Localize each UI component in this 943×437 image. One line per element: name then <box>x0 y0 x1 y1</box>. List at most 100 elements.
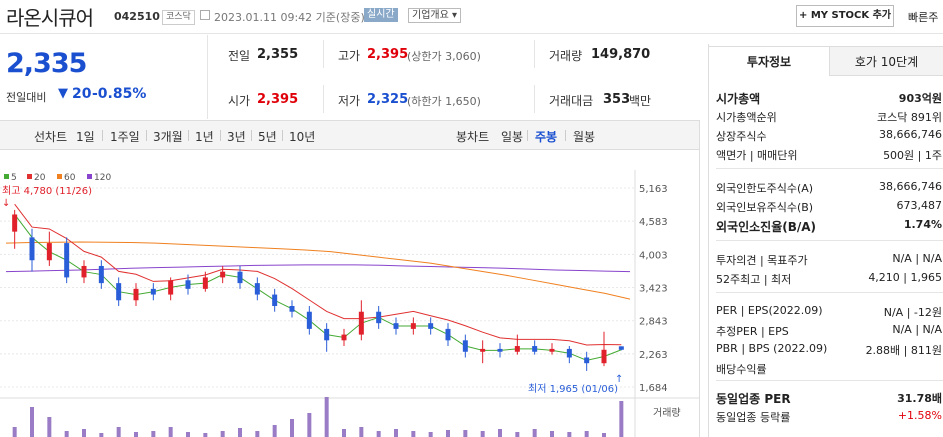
volume-bar <box>567 432 572 437</box>
tab-10y[interactable]: 10년 <box>289 130 316 144</box>
divider <box>323 40 324 68</box>
volume-bar <box>220 431 225 437</box>
volume-bar <box>584 431 589 437</box>
invest-info-panel <box>708 44 943 437</box>
company-info-dropdown[interactable]: 기업개요 ▾ <box>408 8 462 23</box>
info-value: 31.78배 <box>897 392 942 405</box>
candle-body <box>584 357 590 364</box>
legend-label: 20 <box>34 173 46 183</box>
mystock-add-button[interactable]: + MY STOCK 추가 <box>796 5 894 27</box>
divider <box>251 130 252 141</box>
info-label: PER | EPS(2022.09) <box>716 304 823 317</box>
candle-body <box>254 283 260 295</box>
y-tick-label: 3,423 <box>639 284 668 295</box>
divider <box>565 130 566 141</box>
info-value: 4,210 | 1,965 <box>868 271 942 284</box>
volume-bar <box>480 431 485 437</box>
down-arrow-icon: ↓ <box>2 198 10 209</box>
market-badge: 코스닥 <box>162 10 195 25</box>
volume-bar <box>359 427 364 437</box>
info-value: N/A | N/A <box>892 323 942 336</box>
tab-5y[interactable]: 5년 <box>258 130 277 144</box>
info-value: 903억원 <box>898 92 942 105</box>
candle-body <box>358 311 364 335</box>
tab-invest-info[interactable]: 투자정보 <box>709 46 829 76</box>
tab-orderbook[interactable]: 호가 10단계 <box>829 46 943 76</box>
chart-period-bar <box>0 120 700 150</box>
divider <box>534 40 535 68</box>
candle-body <box>514 346 520 352</box>
low-label: 저가 <box>338 94 361 108</box>
divider <box>220 130 221 141</box>
volume-bar <box>272 425 277 437</box>
info-label: 시가총액순위 <box>716 111 777 124</box>
info-label: 상장주식수 <box>716 130 767 143</box>
volume-bar <box>186 432 190 437</box>
quick-search-link[interactable]: 빠른주 <box>908 11 939 24</box>
volume-bar <box>428 432 433 437</box>
volume-bar <box>532 429 537 437</box>
volume-bar <box>324 397 329 437</box>
open-value: 2,395 <box>257 92 299 107</box>
tab-1w[interactable]: 1주일 <box>110 130 140 144</box>
divider <box>102 130 103 141</box>
candle-body <box>168 280 174 295</box>
volume-bar <box>411 431 416 437</box>
chevron-down-icon: ▾ <box>452 10 458 21</box>
tab-daily[interactable]: 일봉 <box>501 130 524 144</box>
tab-3m[interactable]: 3개월 <box>153 130 183 144</box>
candle-body <box>532 346 538 352</box>
tab-1d[interactable]: 1일 <box>76 130 95 144</box>
stock-header: 라온시큐어 042510 코스닥 2023.01.11 09:42 기준(장중)… <box>0 0 943 34</box>
candle-body <box>220 271 226 278</box>
ma120-line <box>5 264 631 273</box>
stock-code: 042510 <box>114 10 160 23</box>
y-tick-label: 2,843 <box>639 317 668 328</box>
info-label: 시가총액 <box>716 92 761 106</box>
candle-body <box>64 243 70 278</box>
candle-body <box>324 328 330 341</box>
volume-bar <box>64 431 69 437</box>
divider <box>716 240 943 241</box>
info-value: +1.58% <box>897 409 942 422</box>
info-value: 38,666,746 <box>879 180 942 193</box>
tab-1y[interactable]: 1년 <box>195 130 214 144</box>
prev-close-label: 전일 <box>228 49 251 63</box>
tab-weekly[interactable]: 주봉 <box>535 130 558 144</box>
volume-bar <box>446 430 450 437</box>
legend-swatch <box>57 174 62 179</box>
info-label: 투자의견 | 목표주가 <box>716 254 808 267</box>
change-value: 20 <box>72 86 92 102</box>
info-value: 1.74% <box>903 218 942 231</box>
tab-3y[interactable]: 3년 <box>227 130 246 144</box>
volume-bar <box>255 431 260 437</box>
candle-body <box>497 348 503 352</box>
info-label: 동일업종 PER <box>716 392 791 406</box>
y-tick-label: 4,003 <box>639 250 668 261</box>
volume-bar <box>394 429 398 437</box>
divider <box>699 120 700 437</box>
amount-value: 353 <box>603 92 631 107</box>
change-percent: -0.85% <box>92 86 147 102</box>
volume-bar <box>151 431 156 437</box>
candle-body <box>445 328 451 341</box>
divider <box>716 380 943 381</box>
legend-label: 60 <box>64 173 76 183</box>
divider <box>146 130 147 141</box>
stock-name: 라온시큐어 <box>6 6 94 30</box>
info-value: N/A | -12원 <box>883 306 942 319</box>
low-annotation: 최저 1,965 (01/06) <box>528 383 618 395</box>
info-value: 38,666,746 <box>879 128 942 141</box>
down-arrow-icon: ▼ <box>58 86 68 101</box>
candle-body <box>29 237 35 261</box>
volume-bar <box>515 432 520 437</box>
candle-body <box>272 294 278 307</box>
up-arrow-icon: ↑ <box>615 374 623 385</box>
tab-monthly[interactable]: 월봉 <box>573 130 596 144</box>
candle-body <box>376 311 382 324</box>
realtime-button[interactable]: 실시간 <box>364 8 398 22</box>
candle-body <box>601 349 607 364</box>
divider <box>188 130 189 141</box>
candle-body <box>549 348 555 352</box>
calendar-icon <box>200 10 210 20</box>
